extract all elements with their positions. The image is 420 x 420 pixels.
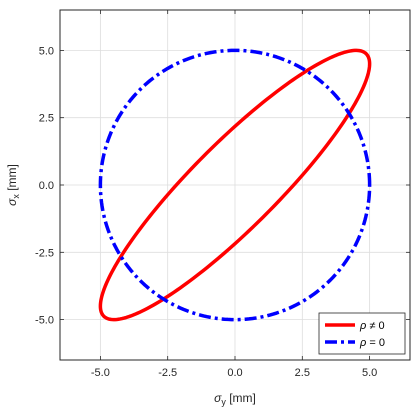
x-axis-label-unit: [mm] [226,391,256,405]
legend-label-red-text: ≠ 0 [366,320,384,332]
x-axis-label-symbol: σ [214,391,222,405]
y-axis-label-sub: x [11,194,21,199]
y-tick-label: 5.0 [39,45,54,57]
legend-label-red-symbol: ρ [359,320,366,332]
y-tick-label: 2.5 [39,113,54,125]
y-tick-label: -5.0 [35,315,54,327]
x-axis-label-sub: y [221,397,226,407]
y-tick-label: 0.0 [39,180,54,192]
series-curve-correlated [98,48,372,322]
legend: ρ ≠ 0 ρ = 0 [318,312,406,355]
x-tick-label: 2.5 [295,367,310,379]
x-tick-label: 0.0 [227,367,242,379]
series-layer [98,48,372,322]
x-axis-label: σy [mm] [214,391,256,407]
y-axis-label-unit: [mm] [5,164,19,194]
legend-label-red: ρ ≠ 0 [359,320,385,332]
legend-box [318,312,406,355]
series-curve-uncorrelated [98,48,372,322]
legend-label-blue: ρ = 0 [359,337,385,349]
x-tick-label: -5.0 [91,367,110,379]
y-axis-label-symbol: σ [5,198,19,206]
y-tick-label: -2.5 [35,247,54,259]
y-axis-label: σx [mm] [5,164,21,206]
ticks: -5.0 -2.5 0.0 2.5 5.0 -5.0 -2.5 0.0 2.5 5.0 [35,10,410,379]
x-tick-label: -2.5 [158,367,177,379]
x-tick-label: 5.0 [362,367,377,379]
legend-label-blue-symbol: ρ [359,337,366,349]
legend-label-blue-text: = 0 [366,337,385,349]
